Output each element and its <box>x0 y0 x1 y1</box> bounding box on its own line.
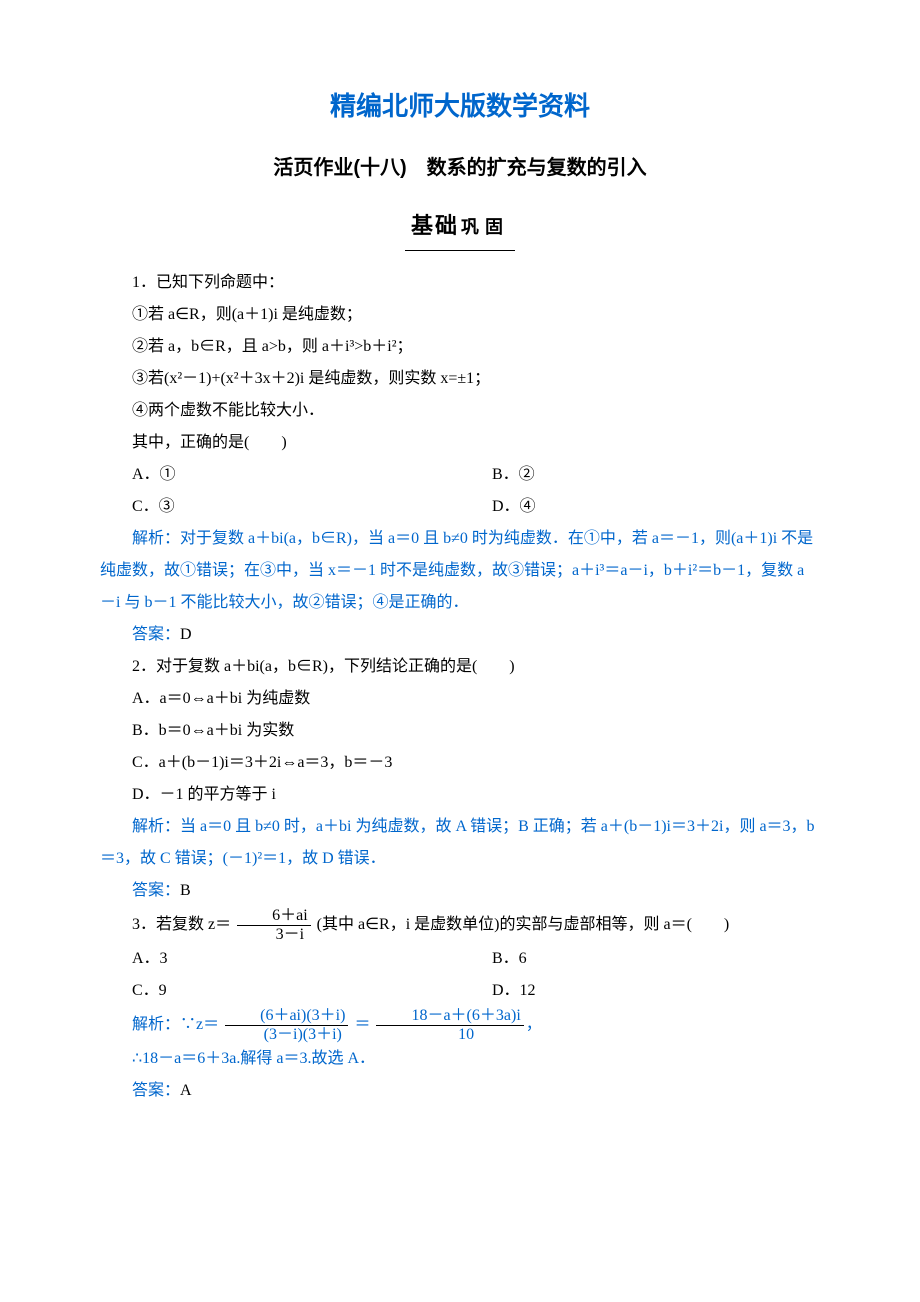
q3-frac2-num: (6＋ai)(3＋i) <box>225 1007 348 1026</box>
q3-frac1-num: 6＋ai <box>237 907 311 926</box>
q1-answer: 答案：D <box>100 619 820 651</box>
q3-stem-prefix: 3．若复数 z＝ <box>132 916 231 933</box>
q3-stem: 3．若复数 z＝ 6＋ai 3－i (其中 a∈R，i 是虚数单位)的实部与虚部… <box>100 907 820 943</box>
answer-label: 答案： <box>132 1082 180 1099</box>
q1-analysis-body: 对于复数 a＋bi(a，b∈R)，当 a＝0 且 b≠0 时为纯虚数．在①中，若… <box>100 530 813 611</box>
q2-answer-value: B <box>180 882 191 899</box>
q1-item-4: ④两个虚数不能比较大小． <box>100 395 820 427</box>
q2-answer: 答案：B <box>100 875 820 907</box>
answer-label: 答案： <box>132 626 180 643</box>
q1-item-3: ③若(x²－1)+(x²＋3x＋2)i 是纯虚数，则实数 x=±1； <box>100 363 820 395</box>
analysis-label: 解析： <box>132 818 180 835</box>
sub-title: 活页作业(十八) 数系的扩充与复数的引入 <box>100 148 820 188</box>
q3-stem-suffix: (其中 a∈R，i 是虚数单位)的实部与虚部相等，则 a＝( ) <box>317 916 730 933</box>
q3-frac1: 6＋ai 3－i <box>237 907 311 943</box>
q2-analysis: 解析：当 a＝0 且 b≠0 时，a＋bi 为纯虚数，故 A 错误；B 正确；若… <box>100 811 820 875</box>
q3-opt-c: C．9 <box>100 975 460 1007</box>
section-hei: 巩固 <box>461 217 509 237</box>
q1-ask: 其中，正确的是( ) <box>100 427 820 459</box>
q3-frac2-den: (3－i)(3＋i) <box>225 1026 348 1044</box>
section-header: 基础巩固 <box>100 204 820 251</box>
q3-options: A．3 B．6 C．9 D．12 <box>100 943 820 1007</box>
q3-frac2: (6＋ai)(3＋i) (3－i)(3＋i) <box>225 1007 348 1043</box>
answer-label: 答案： <box>132 882 180 899</box>
q3-analysis: 解析：∵z＝ (6＋ai)(3＋i) (3－i)(3＋i) ＝ 18－a＋(6＋… <box>100 1007 820 1043</box>
q1-stem: 1．已知下列命题中： <box>100 267 820 299</box>
q2-analysis-body: 当 a＝0 且 b≠0 时，a＋bi 为纯虚数，故 A 错误；B 正确；若 a＋… <box>100 818 815 867</box>
q3-answer-value: A <box>180 1082 192 1099</box>
q3-opt-a: A．3 <box>100 943 460 975</box>
q3-frac3-den: 10 <box>376 1026 523 1044</box>
q1-item-1: ①若 a∈R，则(a＋1)i 是纯虚数； <box>100 299 820 331</box>
q3-frac3-num: 18－a＋(6＋3a)i <box>376 1007 523 1026</box>
q2-stem: 2．对于复数 a＋bi(a，b∈R)，下列结论正确的是( ) <box>100 651 820 683</box>
q1-opt-b: B．② <box>460 459 820 491</box>
q1-options: A．① B．② C．③ D．④ <box>100 459 820 523</box>
q2-opt-d: D．－1 的平方等于 i <box>100 779 820 811</box>
q3-analysis-suffix: ， <box>526 1016 542 1033</box>
q2-opt-b: B．b＝0⇔a＋bi 为实数 <box>100 715 820 747</box>
q1-opt-c: C．③ <box>100 491 460 523</box>
main-title: 精编北师大版数学资料 <box>100 80 820 132</box>
q3-analysis-prefix: ∵z＝ <box>180 1016 219 1033</box>
analysis-label: 解析： <box>132 1016 180 1033</box>
q3-eq: ＝ <box>354 1016 370 1033</box>
q1-opt-d: D．④ <box>460 491 820 523</box>
q2-opt-a: A．a＝0⇔a＋bi 为纯虚数 <box>100 683 820 715</box>
section-kai: 基础 <box>411 213 459 238</box>
q1-opt-a: A．① <box>100 459 460 491</box>
q1-answer-value: D <box>180 626 192 643</box>
q3-analysis-line2: ∴18－a＝6＋3a.解得 a＝3.故选 A． <box>100 1043 820 1075</box>
q3-answer: 答案：A <box>100 1075 820 1107</box>
q1-analysis: 解析：对于复数 a＋bi(a，b∈R)，当 a＝0 且 b≠0 时为纯虚数．在①… <box>100 523 820 619</box>
q3-frac3: 18－a＋(6＋3a)i 10 <box>376 1007 523 1043</box>
q2-opt-c: C．a＋(b－1)i＝3＋2i⇔a＝3，b＝－3 <box>100 747 820 779</box>
analysis-label: 解析： <box>132 530 180 547</box>
q3-opt-d: D．12 <box>460 975 820 1007</box>
q3-frac1-den: 3－i <box>237 926 311 944</box>
q3-opt-b: B．6 <box>460 943 820 975</box>
q1-item-2: ②若 a，b∈R，且 a>b，则 a＋i³>b＋i²； <box>100 331 820 363</box>
